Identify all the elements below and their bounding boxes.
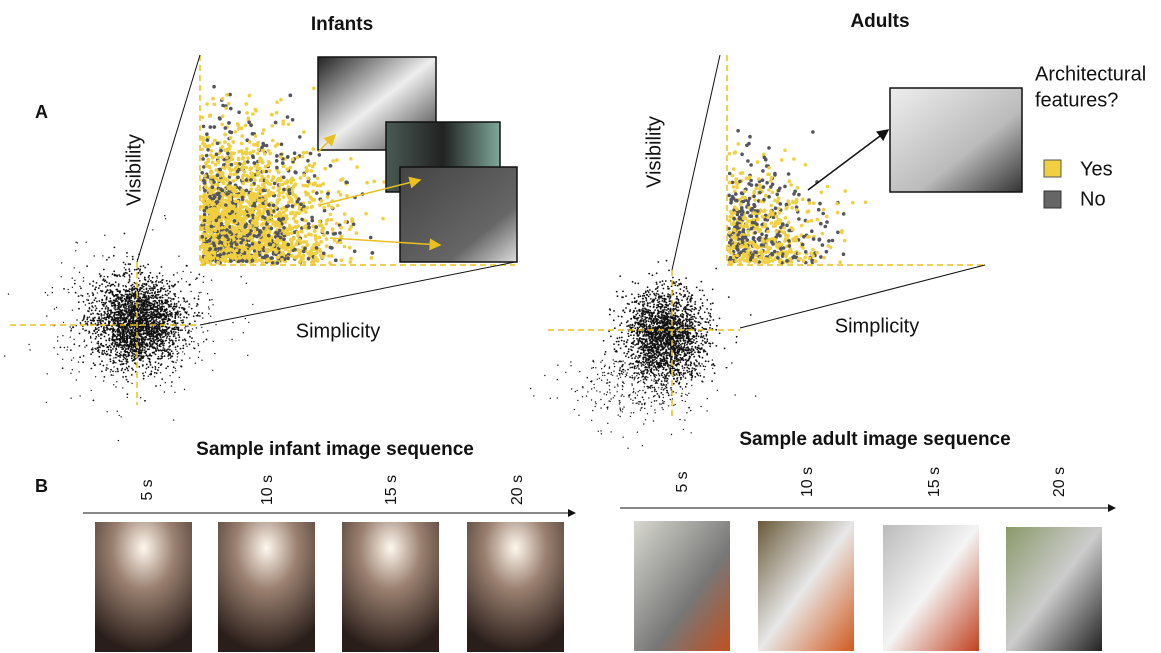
example-photos [318,57,1022,262]
figure: A B Infants Visibility Simplicity Adults… [0,0,1161,653]
legend-swatch [1044,191,1061,208]
x-axis-label: Simplicity [296,320,380,342]
panel-label: B [35,476,48,496]
time-label: 20 s [1051,467,1068,497]
time-label: 15 s [926,467,943,497]
legend-title: features? [1035,89,1118,111]
time-label: 15 s [383,475,400,505]
time-label: 20 s [509,475,526,505]
sequence-title: Sample adult image sequence [739,429,1010,450]
sequence-title: Sample infant image sequence [196,439,474,460]
adult-frames [634,521,1102,651]
legend-label: No [1080,188,1106,210]
legend-label: Yes [1080,158,1113,180]
time-label: 5 s [674,471,691,492]
panel-title: Adults [850,11,909,32]
y-axis-label: Visibility [123,134,145,206]
legend-swatch [1044,160,1061,177]
time-label: 10 s [259,475,276,505]
panel-title: Infants [311,14,373,35]
legend-title: Architectural [1035,63,1146,85]
x-axis-label: Simplicity [835,315,919,337]
y-axis-label: Visibility [643,116,665,188]
photo-arrow [808,130,888,190]
time-label: 10 s [799,467,816,497]
infant-frames [95,522,564,652]
time-label: 5 s [139,479,156,500]
panel-label: A [35,102,48,122]
